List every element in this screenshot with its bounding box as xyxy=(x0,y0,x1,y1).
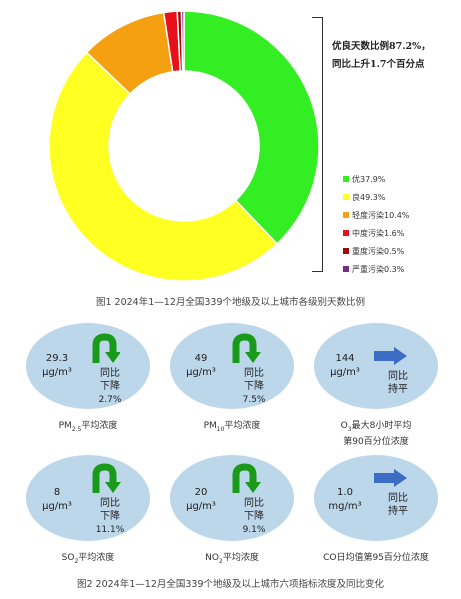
label-sub: 2 xyxy=(74,557,79,565)
so2-label: SO2平均浓度 xyxy=(16,552,160,568)
co-unit: mg/m³ xyxy=(328,501,362,512)
label-post: 平均浓度 xyxy=(222,553,259,563)
legend-swatch xyxy=(343,248,349,254)
label-pre: PM xyxy=(58,421,72,431)
co-label: CO日均值第95百分位浓度 xyxy=(304,552,448,565)
panel-circle xyxy=(26,323,150,409)
label-line-2: 第90百分位浓度 xyxy=(343,436,409,447)
curved-arrow-down-icon xyxy=(92,333,120,363)
pm25-percent: 2.7% xyxy=(98,395,122,405)
pm25-label: PM2.5平均浓度 xyxy=(16,420,160,436)
curved-arrow-down-icon xyxy=(92,463,121,493)
so2-value: 8 xyxy=(53,487,61,498)
no2-value: 20 xyxy=(194,487,208,498)
no2-change-1: 同比 xyxy=(244,498,264,509)
panel-circle xyxy=(170,323,294,409)
label-sub: 10 xyxy=(216,425,225,433)
so2-change-2: 下降 xyxy=(100,511,120,522)
legend-swatch xyxy=(343,194,349,200)
co-value: 1.0 xyxy=(337,487,353,498)
o3-label: O3最大8小时平均第90百分位浓度 xyxy=(304,420,448,449)
o3-change-1: 同比 xyxy=(388,371,408,382)
no2-change-2: 下降 xyxy=(244,511,264,522)
pm10-unit: μg/m³ xyxy=(186,367,216,378)
pm10-value: 49 xyxy=(194,353,208,364)
arrow-right-icon xyxy=(374,469,407,487)
pm25-change-2: 下降 xyxy=(100,381,120,392)
legend-label: 严重污染0.3% xyxy=(352,264,405,274)
summary-text: 优良天数比例87.2%， 同比上升1.7个百分点 xyxy=(332,38,460,74)
panel-circle xyxy=(314,455,438,541)
legend-label: 优37.9% xyxy=(352,174,386,184)
summary-bracket xyxy=(312,17,323,272)
legend-item-light-pollution: 轻度污染10.4% xyxy=(343,206,409,224)
panel-circle xyxy=(170,455,294,541)
slice-excellent xyxy=(183,10,320,245)
legend-label: 轻度污染10.4% xyxy=(352,210,410,220)
legend-item-excellent: 优37.9% xyxy=(343,170,409,188)
legend-swatch xyxy=(343,212,349,218)
curved-arrow-down-icon xyxy=(232,333,261,363)
label-pre: PM xyxy=(203,421,217,431)
no2-label: NO2平均浓度 xyxy=(160,552,304,568)
slice-good xyxy=(48,51,279,282)
o3-change-2: 持平 xyxy=(388,384,408,395)
label-pre: CO日均值第95百分位浓度 xyxy=(323,553,429,563)
label-post: 最大8小时平均 xyxy=(351,421,412,431)
label-sub: 3 xyxy=(347,425,352,433)
panel-circle xyxy=(314,323,438,409)
legend-item-severe-pollution: 严重污染0.3% xyxy=(343,260,409,278)
legend-label: 良49.3% xyxy=(352,192,386,202)
figure-2-caption: 图2 2024年1—12月全国339个地级及以上城市六项指标浓度及同比变化 xyxy=(76,579,384,590)
label-sub: 2 xyxy=(218,557,223,565)
summary-line-1: 优良天数比例87.2%， xyxy=(332,41,431,52)
o3-unit: μg/m³ xyxy=(330,367,360,378)
legend-label: 中度污染1.6% xyxy=(352,228,405,238)
legend: 优37.9% 良49.3% 轻度污染10.4% 中度污染1.6% 重度污染0.5… xyxy=(343,170,409,278)
so2-unit: μg/m³ xyxy=(42,501,72,512)
slice-severe-pollution xyxy=(180,10,185,72)
label-post: 平均浓度 xyxy=(224,421,261,431)
pm10-change-1: 同比 xyxy=(244,368,264,379)
no2-unit: μg/m³ xyxy=(186,501,216,512)
so2-change-1: 同比 xyxy=(100,498,120,509)
donut-chart xyxy=(48,10,320,282)
co-change-2: 持平 xyxy=(388,506,408,517)
pm10-percent: 7.5% xyxy=(242,395,266,405)
panel-circle xyxy=(26,455,150,541)
legend-swatch xyxy=(343,230,349,236)
arrow-right-icon xyxy=(374,347,407,365)
pm10-label: PM10平均浓度 xyxy=(160,420,304,436)
label-pre: O xyxy=(340,421,348,431)
legend-item-moderate-pollution: 中度污染1.6% xyxy=(343,224,409,242)
label-pre: NO xyxy=(205,553,219,563)
no2-percent: 9.1% xyxy=(242,525,266,535)
figure-1-caption: 图1 2024年1—12月全国339个地级及以上城市各级别天数比例 xyxy=(95,297,365,308)
legend-swatch xyxy=(343,266,349,272)
curved-arrow-down-icon xyxy=(232,463,261,493)
pm25-value: 29.3 xyxy=(45,353,69,364)
legend-swatch xyxy=(343,176,349,182)
o3-value: 144 xyxy=(335,353,355,364)
label-pre: SO xyxy=(61,553,75,563)
so2-percent: 11.1% xyxy=(95,525,125,535)
pm10-change-2: 下降 xyxy=(244,381,264,392)
pm25-change-1: 同比 xyxy=(100,368,120,379)
summary-line-2: 同比上升1.7个百分点 xyxy=(332,59,425,70)
label-post: 平均浓度 xyxy=(78,553,115,563)
legend-item-heavy-pollution: 重度污染0.5% xyxy=(343,242,409,260)
label-sub: 2.5 xyxy=(71,425,82,433)
legend-label: 重度污染0.5% xyxy=(352,246,405,256)
pm25-unit: μg/m³ xyxy=(42,367,72,378)
legend-item-good: 良49.3% xyxy=(343,188,409,206)
co-change-1: 同比 xyxy=(388,493,408,504)
label-post: 平均浓度 xyxy=(81,421,118,431)
